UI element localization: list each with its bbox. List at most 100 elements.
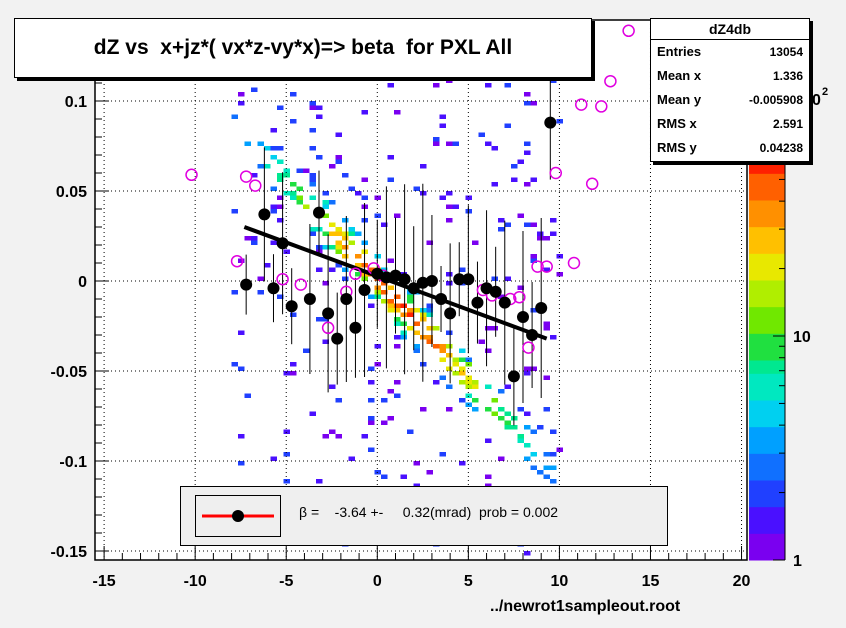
stats-label: Entries (657, 44, 702, 59)
y-tick-label: 0 (78, 274, 87, 291)
histogram-cell (459, 366, 466, 371)
histogram-cell (459, 371, 466, 376)
empty-marker (321, 321, 335, 335)
histogram-cell (530, 101, 537, 106)
histogram-cell (439, 375, 446, 380)
histogram-cell (283, 371, 290, 376)
plot-title: dZ vs x+jz*( vx*z-vy*x)=> beta for PXL A… (14, 18, 592, 78)
histogram-cell (537, 231, 544, 236)
y-tick-label: 0.1 (65, 94, 87, 111)
colorbar-segment (749, 320, 785, 334)
histogram-cell (270, 240, 277, 245)
histogram-cell (394, 317, 401, 322)
histogram-cell (309, 173, 316, 178)
profile-point (416, 276, 429, 289)
colorbar-segment (749, 480, 785, 494)
histogram-cell (309, 182, 316, 187)
stats-title: dZ4db (651, 19, 809, 40)
histogram-cell (368, 447, 375, 452)
histogram-cell (394, 321, 401, 326)
histogram-cell (270, 456, 277, 461)
histogram-cell (485, 384, 492, 389)
histogram-cell (439, 452, 446, 457)
histogram-cell (446, 191, 453, 196)
histogram-cell (524, 425, 531, 430)
histogram-cell (283, 479, 290, 484)
histogram-cell (543, 375, 550, 380)
profile-point (498, 296, 511, 309)
histogram-cell (322, 245, 329, 250)
histogram-cell (387, 258, 394, 263)
stats-row: RMS y 0.04238 (651, 136, 809, 160)
histogram-cell (309, 128, 316, 133)
histogram-cell (335, 132, 342, 137)
profile-point (389, 269, 402, 282)
stats-label: Mean x (657, 68, 702, 83)
histogram-cell (251, 236, 258, 241)
histogram-cell (491, 326, 498, 331)
colorbar-segment (749, 546, 785, 561)
profile-point (313, 206, 326, 219)
histogram-cell (394, 344, 401, 349)
empty-marker (522, 341, 535, 354)
histogram-cell (335, 434, 342, 439)
x-tick-label: 20 (733, 573, 751, 590)
histogram-cell (465, 384, 472, 389)
histogram-cell (491, 146, 498, 151)
profile-point (322, 307, 335, 320)
histogram-cell (309, 195, 316, 200)
histogram-cell (550, 429, 557, 434)
histogram-cell (303, 204, 310, 209)
histogram-cell (329, 267, 336, 272)
histogram-cell (420, 164, 427, 169)
histogram-cell (381, 281, 388, 286)
histogram-cell (472, 240, 479, 245)
histogram-cell (524, 92, 531, 97)
histogram-cell (361, 110, 368, 115)
legend: β = -3.64 +- 0.32(mrad) prob = 0.002 (180, 486, 668, 546)
histogram-cell (550, 465, 557, 470)
profile-point (340, 293, 353, 305)
histogram-cell (290, 371, 297, 376)
histogram-cell (335, 263, 342, 268)
histogram-cell (322, 231, 329, 236)
histogram-cell (413, 483, 420, 488)
histogram-cell (335, 249, 342, 254)
histogram-cell (550, 479, 557, 484)
colorbar-segment (749, 213, 785, 228)
profile-point (516, 311, 529, 323)
profile-point (331, 332, 344, 345)
histogram-cell (368, 398, 375, 403)
empty-marker (276, 272, 289, 286)
histogram-cell (472, 384, 479, 389)
histogram-cell (400, 474, 407, 479)
legend-marker (232, 510, 244, 522)
histogram-cell (277, 173, 284, 178)
histogram-cell (498, 416, 505, 421)
profile-point (535, 302, 548, 314)
histogram-cell (485, 438, 492, 443)
histogram-cell (296, 168, 303, 173)
x-tick-label: -15 (93, 573, 116, 590)
histogram-cell (550, 78, 557, 83)
histogram-cell (290, 362, 297, 367)
histogram-cell (524, 371, 531, 376)
x-tick-label: 0 (373, 573, 382, 590)
x-tick-label: -10 (184, 573, 207, 590)
profile-point (371, 267, 384, 280)
histogram-cell (368, 416, 375, 421)
histogram-cell (400, 335, 407, 340)
x-tick-label: 5 (464, 573, 473, 590)
histogram-cell (277, 218, 284, 223)
histogram-cell (537, 236, 544, 241)
histogram-cell (400, 303, 407, 308)
histogram-cell (381, 398, 388, 403)
histogram-cell (530, 222, 537, 227)
histogram-cell (355, 254, 362, 259)
histogram-cell (537, 425, 544, 430)
histogram-cell (342, 231, 349, 236)
histogram-cell (452, 141, 459, 146)
histogram-cell (420, 407, 427, 412)
histogram-cell (426, 303, 433, 308)
stats-row: Mean y -0.005908 (651, 88, 809, 112)
